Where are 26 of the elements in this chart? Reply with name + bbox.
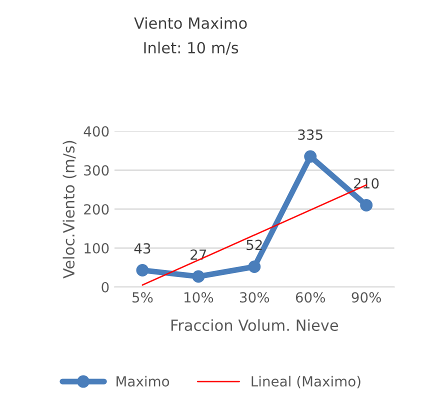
y-axis-title: Veloc.Viento (m/s) [62,140,76,279]
x-tick-label: 10% [184,292,214,303]
data-label: 210 [354,178,379,189]
y-tick-label: 0 [102,282,109,292]
y-tick-label: 200 [84,204,109,215]
x-tick-label: 60% [296,292,326,303]
x-axis-title: Fraccion Volum. Nieve [171,319,338,332]
x-tick-label: 5% [132,292,153,303]
data-label: 43 [134,243,150,254]
point [136,264,149,276]
legend-label: Maximo [116,376,170,387]
point [192,270,205,283]
point [304,150,317,163]
chart-title: Viento Maximo [134,17,247,29]
legend-label: Lineal (Maximo) [252,376,360,388]
data-label: 335 [298,129,322,140]
chart-subtitle: Inlet: 10 m/s [144,42,238,55]
point [248,260,261,273]
point [360,198,373,212]
y-tick-label: 100 [84,243,109,254]
data-label: 27 [190,249,206,260]
y-tick-label: 300 [84,165,109,176]
y-tick-label: 400 [84,126,109,137]
x-tick-label: 30% [240,292,270,303]
x-tick-label: 90% [352,292,382,303]
data-label: 52 [246,240,262,250]
